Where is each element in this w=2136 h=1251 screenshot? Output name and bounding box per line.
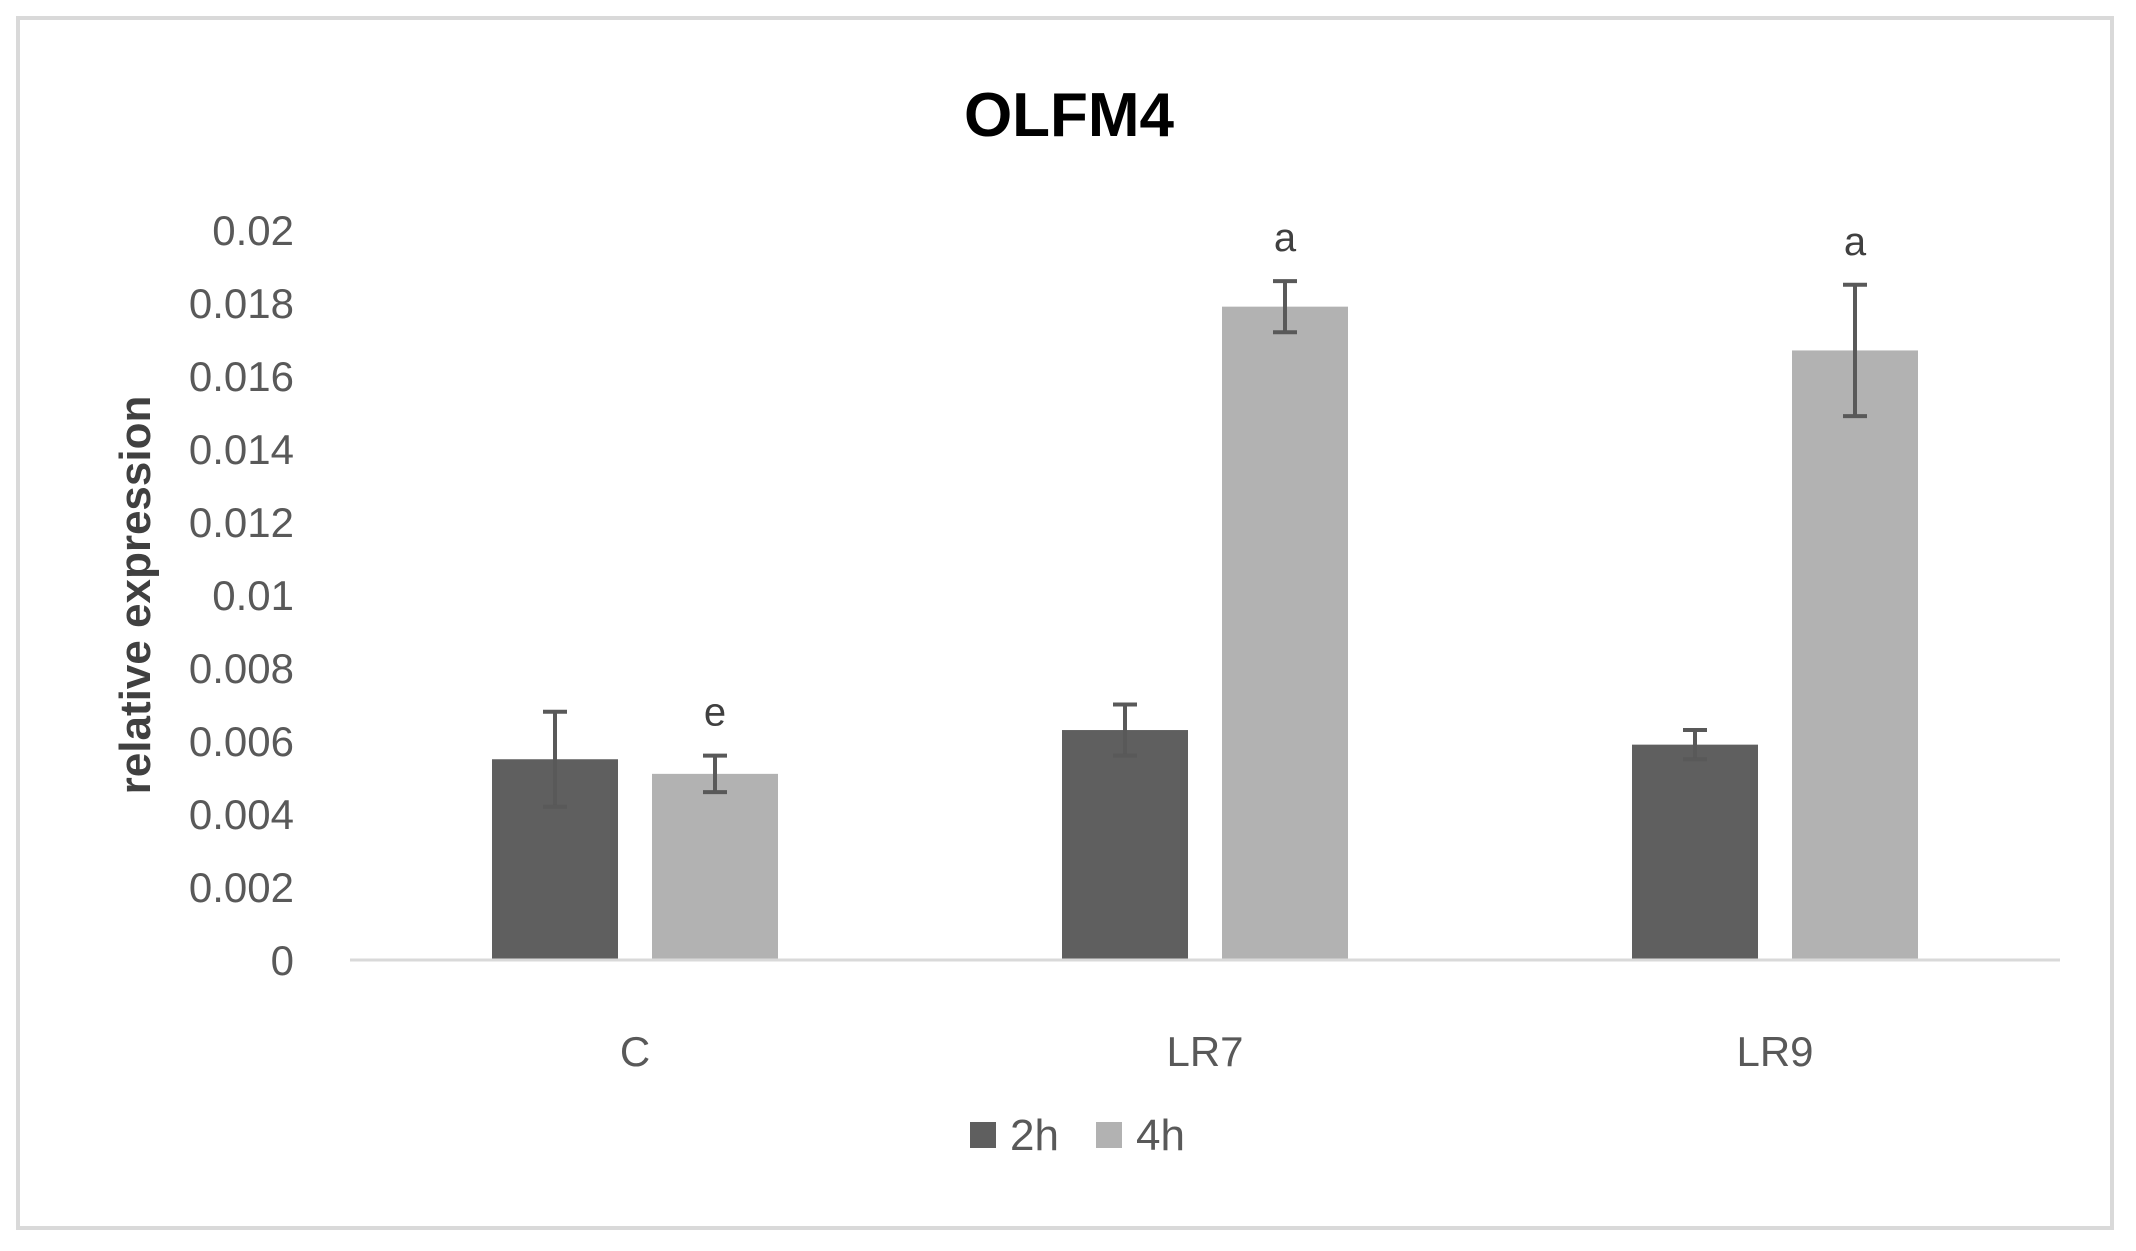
legend-swatch bbox=[970, 1122, 996, 1148]
error-bar bbox=[703, 753, 727, 795]
y-tick-label: 0.02 bbox=[212, 207, 294, 254]
error-bar bbox=[1273, 279, 1297, 335]
x-tick-label: LR7 bbox=[1166, 1028, 1243, 1075]
y-axis-ticks: 0 0.002 0.004 0.006 0.008 0.01 0.012 0.014 0.016… bbox=[189, 207, 294, 984]
error-bar bbox=[543, 709, 567, 809]
significance-letter: e bbox=[704, 691, 726, 735]
y-tick-label: 0.014 bbox=[189, 426, 294, 473]
chart-container: OLFM4 relative expression 0 0.002 0.004 0.0… bbox=[16, 16, 2114, 1230]
y-tick-label: 0.008 bbox=[189, 645, 294, 692]
y-tick-label: 0.012 bbox=[189, 499, 294, 546]
x-tick-label: C bbox=[620, 1028, 650, 1075]
x-axis-labels: C LR7 LR9 bbox=[620, 1028, 1814, 1075]
y-tick-label: 0.004 bbox=[189, 791, 294, 838]
chart-title: OLFM4 bbox=[964, 81, 1175, 150]
legend-label: 2h bbox=[1010, 1111, 1059, 1160]
legend-label: 4h bbox=[1136, 1111, 1185, 1160]
y-axis-label: relative expression bbox=[111, 396, 160, 795]
y-tick-label: 0 bbox=[271, 937, 294, 984]
significance-letter: a bbox=[1274, 216, 1297, 260]
bar-4h-LR9 bbox=[1792, 350, 1918, 960]
bar-2h-LR7 bbox=[1062, 730, 1188, 960]
significance-letter: a bbox=[1844, 220, 1867, 264]
bars bbox=[492, 306, 1918, 960]
y-tick-label: 0.018 bbox=[189, 280, 294, 327]
legend-item: 4h bbox=[1096, 1111, 1185, 1160]
legend-item: 2h bbox=[970, 1111, 1059, 1160]
bar-chart: OLFM4 relative expression 0 0.002 0.004 0.0… bbox=[111, 81, 2060, 1160]
bar-2h-LR9 bbox=[1632, 744, 1758, 960]
x-tick-label: LR9 bbox=[1736, 1028, 1813, 1075]
bar-4h-LR7 bbox=[1222, 306, 1348, 960]
y-tick-label: 0.01 bbox=[212, 572, 294, 619]
bar-4h-C bbox=[652, 773, 778, 960]
legend-swatch bbox=[1096, 1122, 1122, 1148]
legend: 2h 4h bbox=[970, 1111, 1185, 1160]
y-tick-label: 0.006 bbox=[189, 718, 294, 765]
error-bar bbox=[1843, 282, 1867, 419]
error-bar bbox=[1683, 728, 1707, 762]
error-bars bbox=[543, 279, 1867, 809]
y-tick-label: 0.002 bbox=[189, 864, 294, 911]
y-tick-label: 0.016 bbox=[189, 353, 294, 400]
error-bar bbox=[1113, 702, 1137, 758]
significance-letters: e a a bbox=[704, 216, 1867, 735]
